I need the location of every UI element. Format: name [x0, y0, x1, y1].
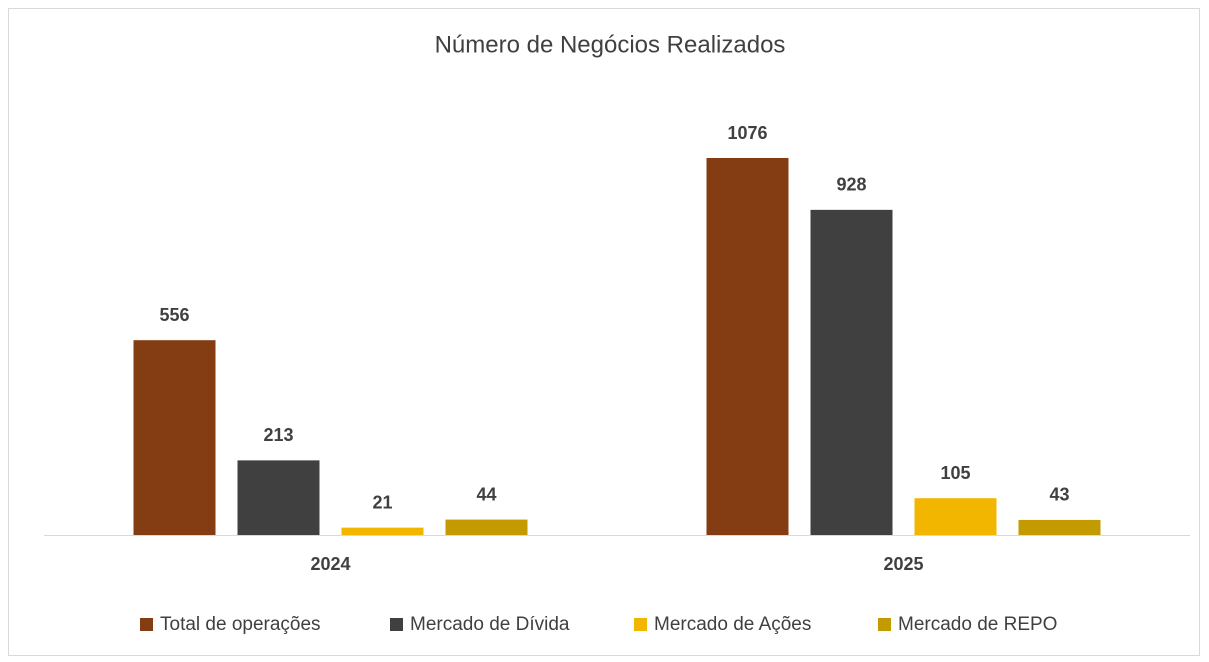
data-label: 1076 — [727, 123, 767, 143]
x-tick-label: 2024 — [310, 554, 350, 574]
bar — [445, 519, 528, 535]
data-label: 43 — [1049, 485, 1069, 505]
bar — [706, 158, 789, 535]
bar — [810, 209, 893, 535]
data-label: 105 — [940, 463, 970, 483]
chart-border — [8, 8, 1200, 656]
legend-label: Mercado de Dívida — [410, 614, 570, 635]
legend-swatch — [634, 618, 647, 631]
legend-label: Mercado de REPO — [898, 614, 1057, 635]
legend-swatch — [140, 618, 153, 631]
data-label: 928 — [836, 175, 866, 195]
chart-title: Número de Negócios Realizados — [435, 31, 786, 58]
bar — [1018, 519, 1101, 535]
data-label: 213 — [263, 425, 293, 445]
bar — [237, 460, 320, 535]
bar — [133, 340, 216, 535]
legend-label: Total de operações — [160, 614, 321, 635]
data-label: 44 — [476, 484, 496, 504]
x-tick-label: 2025 — [883, 554, 923, 574]
legend-label: Mercado de Ações — [654, 614, 811, 635]
data-label: 556 — [159, 305, 189, 325]
legend-swatch — [390, 618, 403, 631]
bar — [341, 527, 424, 535]
data-label: 21 — [372, 492, 392, 512]
bar — [914, 498, 997, 535]
legend-swatch — [878, 618, 891, 631]
